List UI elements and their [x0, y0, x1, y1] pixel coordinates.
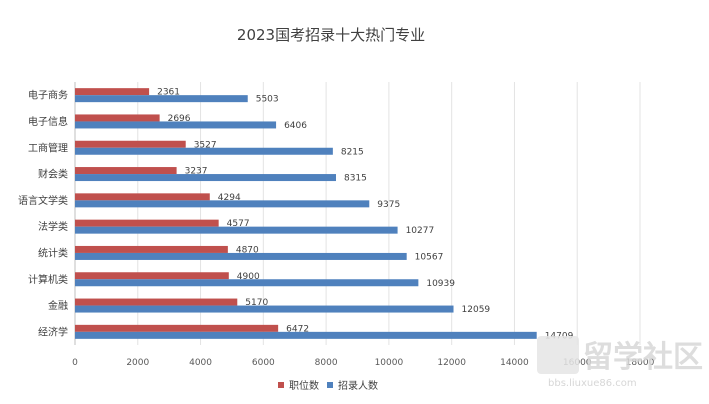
bar-jobs — [75, 219, 219, 227]
watermark-logo: 留学社区 bbs.liuxue86.com — [537, 336, 703, 389]
data-label-jobs: 4900 — [237, 272, 260, 282]
watermark-emblem — [537, 336, 579, 374]
data-label-jobs: 4870 — [236, 245, 259, 255]
x-tick-label: 8000 — [315, 358, 338, 368]
legend-swatch-recruits — [327, 382, 333, 388]
data-label-recruits: 10567 — [415, 252, 444, 262]
data-label-jobs: 4294 — [218, 193, 241, 203]
data-label-recruits: 6406 — [284, 121, 307, 131]
x-tick-label: 4000 — [189, 358, 212, 368]
category-label: 经济学 — [38, 325, 68, 338]
bar-recruits — [75, 95, 248, 103]
legend-label-jobs: 职位数 — [289, 379, 319, 392]
legend: 职位数 招录人数 — [278, 379, 378, 392]
bar-recruits — [75, 121, 277, 129]
data-label-recruits: 12059 — [462, 305, 491, 315]
category-label: 电子商务 — [28, 89, 68, 102]
bar-jobs — [75, 245, 228, 253]
bars: 2361 5503 2696 6406 3527 8215 3237 8315 4294 9375… — [75, 88, 574, 341]
x-tick-label: 6000 — [252, 358, 275, 368]
category-label: 统计类 — [38, 246, 68, 259]
bar-jobs — [75, 88, 150, 96]
bar-jobs — [75, 298, 238, 306]
bar-jobs — [75, 140, 186, 148]
legend-label-recruits: 招录人数 — [338, 379, 378, 392]
category-label: 工商管理 — [28, 141, 68, 154]
category-label: 金融 — [48, 299, 68, 312]
x-tick-label: 14000 — [500, 358, 529, 368]
bar-recruits — [75, 200, 370, 208]
bar-jobs — [75, 272, 229, 280]
data-label-recruits: 10939 — [426, 279, 455, 289]
data-label-jobs: 2361 — [157, 88, 180, 98]
bar-jobs — [75, 114, 160, 122]
data-label-recruits: 10277 — [406, 226, 435, 236]
bar-recruits — [75, 252, 407, 260]
legend-swatch-jobs — [278, 382, 284, 388]
category-label: 计算机类 — [28, 273, 68, 286]
bar-jobs — [75, 193, 210, 201]
x-tick-label: 12000 — [437, 358, 466, 368]
data-label-jobs: 6472 — [286, 324, 309, 334]
data-label-recruits: 8215 — [341, 147, 364, 157]
watermark-text: 留学社区 — [583, 340, 703, 375]
category-label: 财会类 — [38, 168, 68, 181]
data-label-recruits: 8315 — [344, 174, 367, 184]
category-label: 语言文学类 — [18, 194, 68, 207]
data-label-jobs: 4577 — [227, 219, 250, 229]
category-label: 电子信息 — [28, 115, 68, 128]
data-label-jobs: 2696 — [168, 114, 191, 124]
x-tick-label: 2000 — [126, 358, 149, 368]
bar-jobs — [75, 167, 177, 175]
data-label-jobs: 3527 — [194, 140, 217, 150]
data-label-recruits: 9375 — [377, 200, 400, 210]
bar-recruits — [75, 174, 336, 182]
data-label-jobs: 3237 — [185, 167, 208, 177]
category-label: 法学类 — [38, 220, 68, 233]
bar-recruits — [75, 147, 333, 155]
bar-recruits — [75, 279, 419, 287]
x-tick-label: 10000 — [375, 358, 404, 368]
bar-jobs — [75, 324, 279, 332]
data-label-recruits: 5503 — [256, 95, 279, 105]
bar-recruits — [75, 226, 398, 234]
bar-recruits — [75, 305, 454, 313]
x-tick-label: 18000 — [626, 358, 655, 368]
watermark-url: bbs.liuxue86.com — [548, 378, 637, 389]
bar-recruits — [75, 331, 537, 339]
chart-title: 2023国考招录十大热门专业 — [237, 26, 425, 44]
x-tick-label: 0 — [72, 358, 78, 368]
data-label-jobs: 5170 — [245, 298, 268, 308]
